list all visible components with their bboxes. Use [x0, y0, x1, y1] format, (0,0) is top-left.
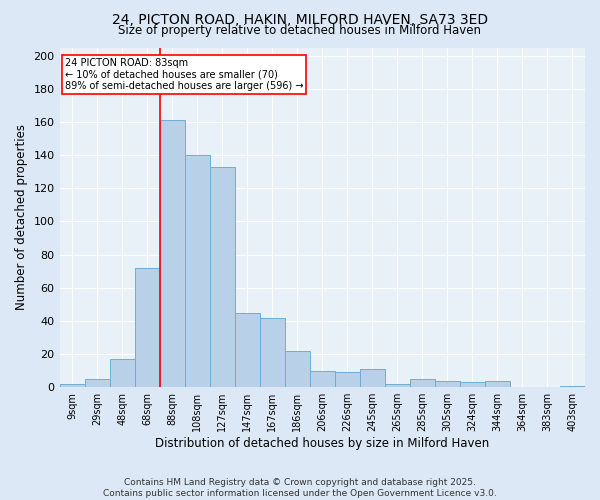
Text: Size of property relative to detached houses in Milford Haven: Size of property relative to detached ho…	[119, 24, 482, 37]
Bar	[110, 359, 134, 387]
Bar	[134, 268, 160, 387]
Bar	[485, 380, 510, 387]
Text: Contains HM Land Registry data © Crown copyright and database right 2025.
Contai: Contains HM Land Registry data © Crown c…	[103, 478, 497, 498]
X-axis label: Distribution of detached houses by size in Milford Haven: Distribution of detached houses by size …	[155, 437, 490, 450]
Y-axis label: Number of detached properties: Number of detached properties	[15, 124, 28, 310]
Bar	[435, 380, 460, 387]
Bar	[560, 386, 585, 387]
Bar	[260, 318, 285, 387]
Bar	[285, 351, 310, 387]
Text: 24, PICTON ROAD, HAKIN, MILFORD HAVEN, SA73 3ED: 24, PICTON ROAD, HAKIN, MILFORD HAVEN, S…	[112, 12, 488, 26]
Bar	[59, 384, 85, 387]
Text: 24 PICTON ROAD: 83sqm
← 10% of detached houses are smaller (70)
89% of semi-deta: 24 PICTON ROAD: 83sqm ← 10% of detached …	[65, 58, 303, 91]
Bar	[460, 382, 485, 387]
Bar	[85, 379, 110, 387]
Bar	[185, 155, 209, 387]
Bar	[360, 369, 385, 387]
Bar	[310, 370, 335, 387]
Bar	[410, 379, 435, 387]
Bar	[235, 312, 260, 387]
Bar	[335, 372, 360, 387]
Bar	[209, 167, 235, 387]
Bar	[385, 384, 410, 387]
Bar	[160, 120, 185, 387]
